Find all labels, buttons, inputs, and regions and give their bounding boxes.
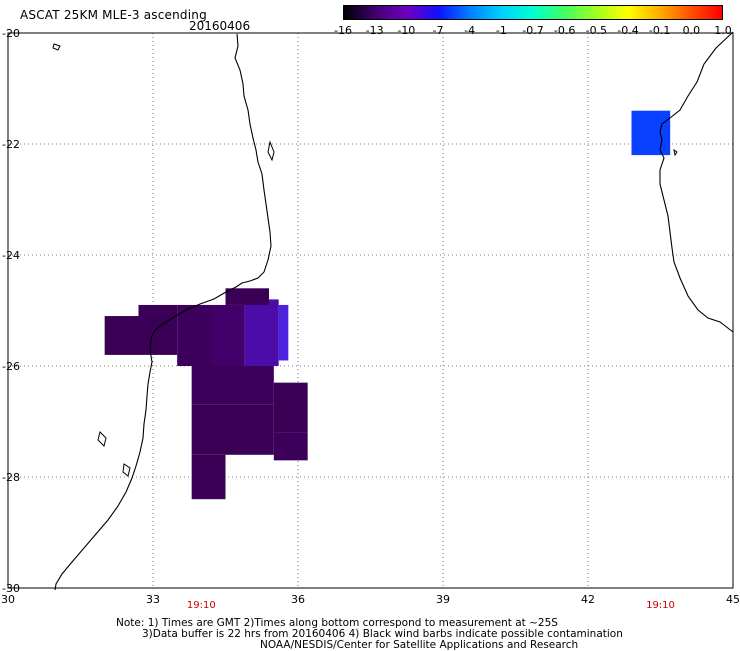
swath-cell-10 <box>273 432 308 461</box>
colorbar-tick-6: -0.7 <box>522 24 544 37</box>
colorbar-tick-10: -0.1 <box>648 24 671 37</box>
swath-cell-6 <box>225 288 269 305</box>
swath-cell-11 <box>191 454 226 500</box>
island-small-3 <box>673 148 678 157</box>
colorbar-tick-9: -0.4 <box>617 24 639 37</box>
colorbar-tick-3: -7 <box>432 24 444 37</box>
x-label-42: 42 <box>581 593 595 606</box>
colorbar-tick-5: -1 <box>495 24 507 37</box>
colorbar-tick-labels: -16 -13 -10 -7 -4 -1 -0.7 -0.6 -0.5 -0.4 -0.1 0.0 1.… <box>329 24 739 38</box>
swath-cell-7 <box>191 366 274 405</box>
swath-data-layer <box>104 110 671 500</box>
x-label-33: 33 <box>146 593 160 606</box>
y-label--28: -28 <box>2 471 20 484</box>
coastline-mozambique <box>54 33 272 591</box>
map-frame <box>7 32 734 589</box>
colorbar-tick-12: 1.0 <box>714 24 732 37</box>
colorbar-tick-2: -10 <box>397 24 416 37</box>
y-label--26: -26 <box>2 360 20 373</box>
map-title: ASCAT 25KM MLE-3 ascending <box>20 8 207 22</box>
swath-cell-8 <box>273 382 308 433</box>
coastline-layer <box>52 31 734 591</box>
y-label--22: -22 <box>2 138 20 151</box>
x-label-36: 36 <box>291 593 305 606</box>
swath-cell-0 <box>104 316 139 355</box>
x-label-39: 39 <box>436 593 450 606</box>
time-label-0: 19:10 <box>187 600 216 611</box>
note-line-3: NOAA/NESDIS/Center for Satellite Applica… <box>260 639 579 651</box>
swath-cell-2 <box>177 304 211 366</box>
swath-cell-5 <box>278 304 289 361</box>
colorbar-tick-1: -13 <box>365 24 384 37</box>
grid-lines <box>7 32 734 589</box>
y-label--20: -20 <box>2 27 20 40</box>
colorbar-tick-11: 0.0 <box>682 24 701 37</box>
time-labels: 19:10 19:10 <box>187 600 675 611</box>
colorbar <box>343 5 723 20</box>
x-label-45: 45 <box>726 593 740 606</box>
note-line-1: Note: 1) Times are GMT 2)Times along bot… <box>116 617 558 629</box>
swath-cell-4 <box>244 299 279 366</box>
x-label-30: 30 <box>1 593 15 606</box>
map-date: 20160406 <box>189 19 251 33</box>
swath-cell-12 <box>631 110 671 156</box>
colorbar-tick-8: -0.5 <box>585 24 608 37</box>
colorbar-tick-4: -4 <box>464 24 476 37</box>
swath-cell-3 <box>211 304 245 366</box>
swath-cell-1 <box>138 304 178 355</box>
y-label--24: -24 <box>2 249 20 262</box>
y-label--30: -30 <box>2 582 20 595</box>
x-axis-labels: 30 33 36 39 42 45 <box>1 593 740 606</box>
colorbar-tick-0: -16 <box>334 24 352 37</box>
time-label-1: 19:10 <box>646 600 675 611</box>
island-bazaruto <box>267 140 275 162</box>
island-small-1 <box>52 43 61 51</box>
y-axis-labels: -20 -22 -24 -26 -28 -30 <box>2 27 20 595</box>
swath-cell-9 <box>191 404 274 455</box>
colorbar-tick-7: -0.6 <box>553 24 576 37</box>
note-line-2: 3)Data buffer is 22 hrs from 20160406 4)… <box>142 628 623 640</box>
island-inhaca <box>97 431 107 447</box>
coastline-madagascar <box>659 31 734 333</box>
island-small-2 <box>122 463 131 477</box>
